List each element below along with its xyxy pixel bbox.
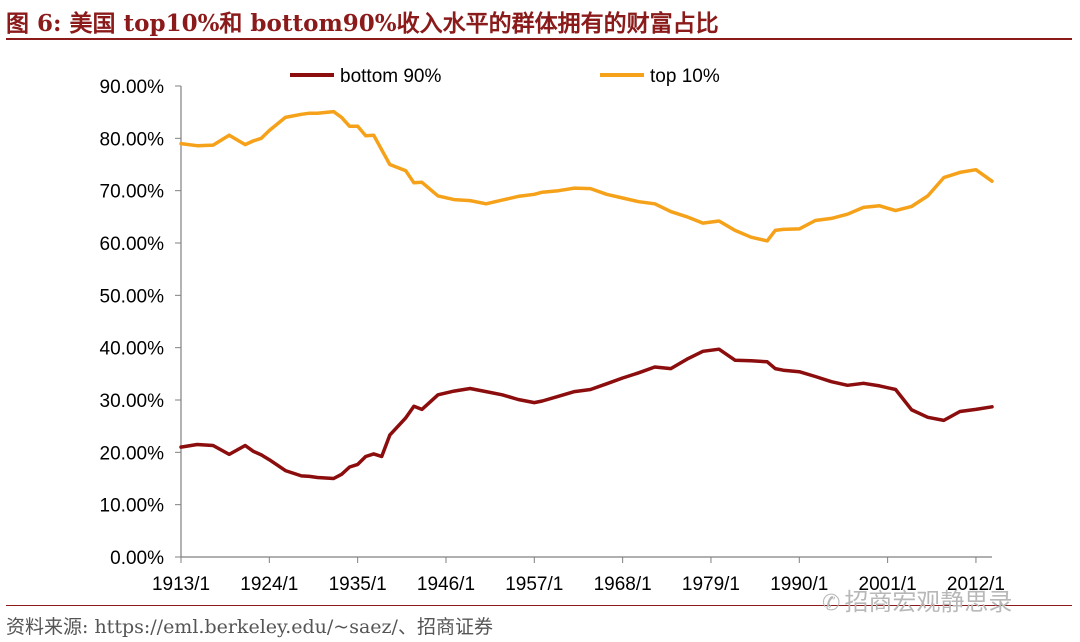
series-line-top-10 xyxy=(179,109,994,243)
y-tick-label: 30.00% xyxy=(100,391,165,412)
x-tick-label: 1990/1 xyxy=(770,574,828,595)
title-divider xyxy=(6,38,1072,40)
chart-legend: bottom 90% top 10% xyxy=(290,66,720,87)
x-tick-label: 1913/1 xyxy=(152,574,210,595)
y-tick-label: 50.00% xyxy=(100,286,165,307)
legend-label: bottom 90% xyxy=(340,66,441,87)
watermark-text: 招商宏观静思录 xyxy=(844,588,1013,616)
x-tick-label: 1924/1 xyxy=(240,574,298,595)
y-tick-label: 80.00% xyxy=(100,129,165,150)
x-tick-label: 1946/1 xyxy=(417,574,475,595)
legend-label: top 10% xyxy=(650,66,720,87)
y-axis-tick-labels: 0.00% 10.00% 20.00% 30.00% 40.00% 50.00% 60.00… xyxy=(100,77,165,569)
y-tick-label: 10.00% xyxy=(100,496,165,517)
series-lines xyxy=(179,109,994,481)
y-tick-label: 70.00% xyxy=(100,182,165,203)
y-tick-label: 60.00% xyxy=(100,234,165,255)
footer-divider xyxy=(6,605,1072,606)
x-axis-tick-labels: 1913/1 1924/1 1935/1 1946/1 1957/1 1968/1 1979… xyxy=(152,574,1005,595)
x-tick-label: 1935/1 xyxy=(329,574,387,595)
figure-title: 图 6: 美国 top10%和 bottom90%收入水平的群体拥有的财富占比 xyxy=(6,10,719,37)
x-tick-label: 2001/1 xyxy=(859,574,917,595)
wechat-icon: ✆ xyxy=(822,591,841,616)
x-tick-label: 1968/1 xyxy=(594,574,652,595)
y-tick-label: 20.00% xyxy=(100,443,165,464)
source-note: 资料来源: https://eml.berkeley.edu/~saez/、招商… xyxy=(6,616,493,638)
y-tick-label: 90.00% xyxy=(100,77,165,98)
series-line-bottom-90 xyxy=(179,347,994,481)
y-tick-label: 0.00% xyxy=(110,548,164,569)
y-tick-label: 40.00% xyxy=(100,339,165,360)
x-tick-label: 1957/1 xyxy=(505,574,563,595)
x-tick-label: 1979/1 xyxy=(682,574,740,595)
watermark: ✆ 招商宏观静思录 xyxy=(822,582,1012,617)
x-tick-label: 2012/1 xyxy=(947,574,1005,595)
chart-axes xyxy=(175,85,992,563)
